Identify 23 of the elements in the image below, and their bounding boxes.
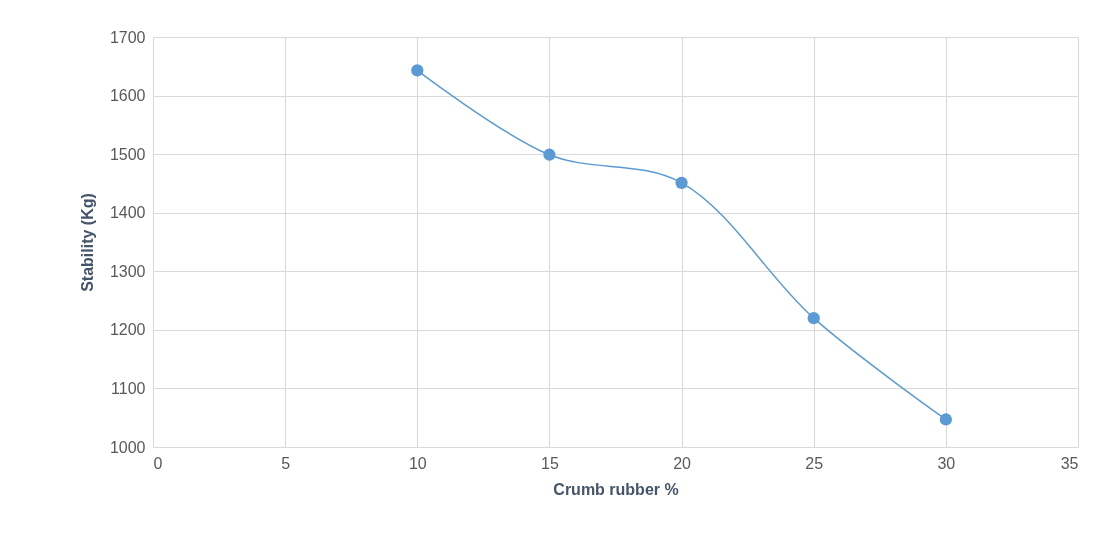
y-tick-label: 1600	[109, 87, 146, 105]
y-tick-label: 1200	[109, 321, 146, 339]
y-tick-label: 1000	[109, 438, 146, 456]
x-tick-label: 10	[408, 454, 427, 472]
x-tick-label: 30	[937, 454, 956, 472]
y-tick-label: 1100	[111, 379, 146, 397]
point	[807, 312, 820, 325]
x-tick-label: 25	[805, 454, 824, 472]
point	[939, 413, 952, 426]
y-tick-label: 1300	[109, 262, 146, 280]
point	[543, 148, 556, 161]
x-tick-label: 15	[541, 454, 559, 472]
x-tick-label: 35	[1060, 454, 1079, 472]
x-tick-label: 0	[153, 454, 163, 472]
point	[411, 64, 424, 77]
y-axis-title: Stability (Kg)	[78, 193, 96, 292]
x-tick-label: 20	[673, 454, 692, 472]
x-axis-title: Crumb rubber %	[553, 480, 679, 498]
y-tick-label: 1400	[109, 204, 146, 222]
y-tick-label: 1500	[109, 145, 146, 163]
point	[675, 176, 688, 189]
y-tick-label: 1700	[109, 28, 146, 46]
x-tick-label: 5	[281, 454, 291, 472]
